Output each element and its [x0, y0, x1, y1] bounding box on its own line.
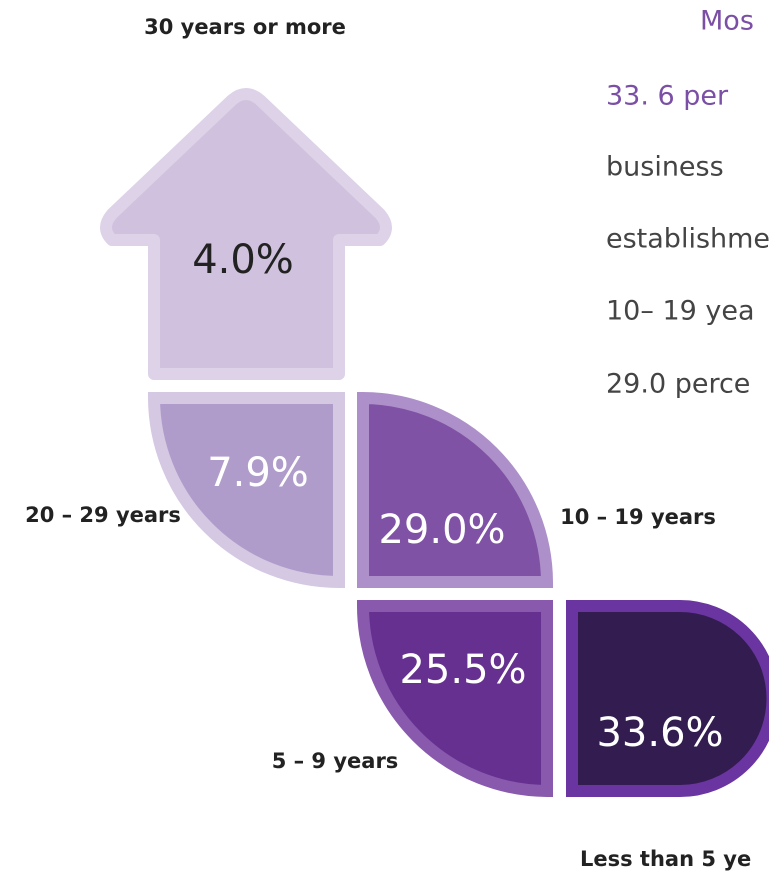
- segment-label: Less than 5 ye: [580, 847, 751, 871]
- segment-label: 5 – 9 years: [272, 749, 399, 773]
- segment-value: 4.0%: [192, 237, 294, 283]
- body-line: establishme: [606, 224, 769, 255]
- segment-value: 25.5%: [399, 647, 526, 693]
- rounded-shape: [566, 600, 769, 797]
- segment-value: 29.0%: [378, 507, 505, 553]
- body-line: 29.0 perce: [606, 369, 750, 400]
- quarter-shape: [356, 600, 553, 798]
- arrow-shape: [100, 88, 392, 380]
- segment-label: 20 – 29 years: [25, 503, 181, 527]
- segment-value: 7.9%: [207, 450, 309, 496]
- segment-label: 10 – 19 years: [560, 505, 716, 529]
- segment-value: 33.6%: [596, 710, 723, 756]
- heading: Mos: [700, 6, 754, 37]
- body-line: 10– 19 yea: [606, 296, 755, 327]
- quarter-shape: [147, 392, 345, 589]
- quarter-shape: [357, 391, 554, 588]
- body-line: business: [606, 152, 724, 183]
- highlight: 33. 6 per: [606, 81, 729, 112]
- segment-label: 30 years or more: [144, 15, 346, 39]
